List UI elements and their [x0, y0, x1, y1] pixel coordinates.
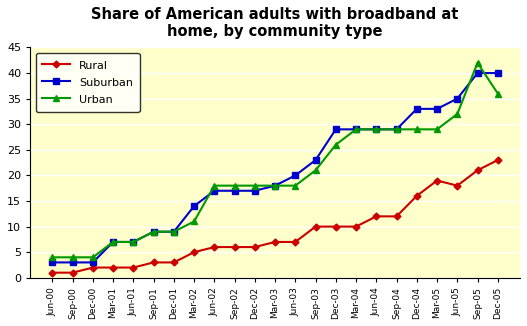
- Urban: [130, 240, 136, 244]
- Rural: [252, 245, 258, 249]
- Rural: [414, 194, 420, 198]
- Rural: [393, 215, 399, 218]
- Rural: [434, 179, 440, 183]
- Rural: [171, 260, 177, 264]
- Rural: [70, 271, 76, 274]
- Suburban: [414, 107, 420, 111]
- Urban: [313, 168, 319, 172]
- Suburban: [292, 173, 298, 177]
- Suburban: [393, 127, 399, 131]
- Urban: [353, 127, 359, 131]
- Urban: [474, 61, 481, 65]
- Urban: [252, 184, 258, 187]
- Suburban: [191, 204, 197, 208]
- Rural: [454, 184, 461, 187]
- Suburban: [150, 230, 157, 234]
- Suburban: [70, 260, 76, 264]
- Urban: [231, 184, 238, 187]
- Legend: Rural, Suburban, Urban: Rural, Suburban, Urban: [36, 53, 140, 112]
- Rural: [373, 215, 379, 218]
- Urban: [495, 92, 501, 96]
- Suburban: [49, 260, 55, 264]
- Rural: [110, 266, 116, 270]
- Rural: [211, 245, 218, 249]
- Rural: [90, 266, 96, 270]
- Rural: [333, 225, 339, 229]
- Urban: [150, 230, 157, 234]
- Rural: [49, 271, 55, 274]
- Urban: [110, 240, 116, 244]
- Suburban: [231, 189, 238, 193]
- Suburban: [211, 189, 218, 193]
- Line: Suburban: Suburban: [50, 70, 501, 265]
- Suburban: [313, 158, 319, 162]
- Rural: [353, 225, 359, 229]
- Rural: [272, 240, 278, 244]
- Suburban: [333, 127, 339, 131]
- Rural: [495, 158, 501, 162]
- Urban: [373, 127, 379, 131]
- Suburban: [272, 184, 278, 187]
- Urban: [211, 184, 218, 187]
- Urban: [434, 127, 440, 131]
- Urban: [292, 184, 298, 187]
- Urban: [414, 127, 420, 131]
- Line: Rural: Rural: [50, 158, 500, 275]
- Suburban: [353, 127, 359, 131]
- Rural: [231, 245, 238, 249]
- Urban: [90, 255, 96, 259]
- Rural: [130, 266, 136, 270]
- Suburban: [454, 97, 461, 101]
- Rural: [191, 250, 197, 254]
- Title: Share of American adults with broadband at
home, by community type: Share of American adults with broadband …: [91, 7, 459, 39]
- Line: Urban: Urban: [49, 59, 501, 261]
- Suburban: [110, 240, 116, 244]
- Urban: [393, 127, 399, 131]
- Urban: [49, 255, 55, 259]
- Suburban: [171, 230, 177, 234]
- Suburban: [252, 189, 258, 193]
- Suburban: [434, 107, 440, 111]
- Suburban: [90, 260, 96, 264]
- Urban: [70, 255, 76, 259]
- Urban: [191, 219, 197, 223]
- Suburban: [130, 240, 136, 244]
- Rural: [292, 240, 298, 244]
- Rural: [313, 225, 319, 229]
- Urban: [272, 184, 278, 187]
- Urban: [171, 230, 177, 234]
- Urban: [333, 143, 339, 147]
- Rural: [474, 168, 481, 172]
- Urban: [454, 112, 461, 116]
- Rural: [150, 260, 157, 264]
- Suburban: [474, 71, 481, 75]
- Suburban: [373, 127, 379, 131]
- Suburban: [495, 71, 501, 75]
